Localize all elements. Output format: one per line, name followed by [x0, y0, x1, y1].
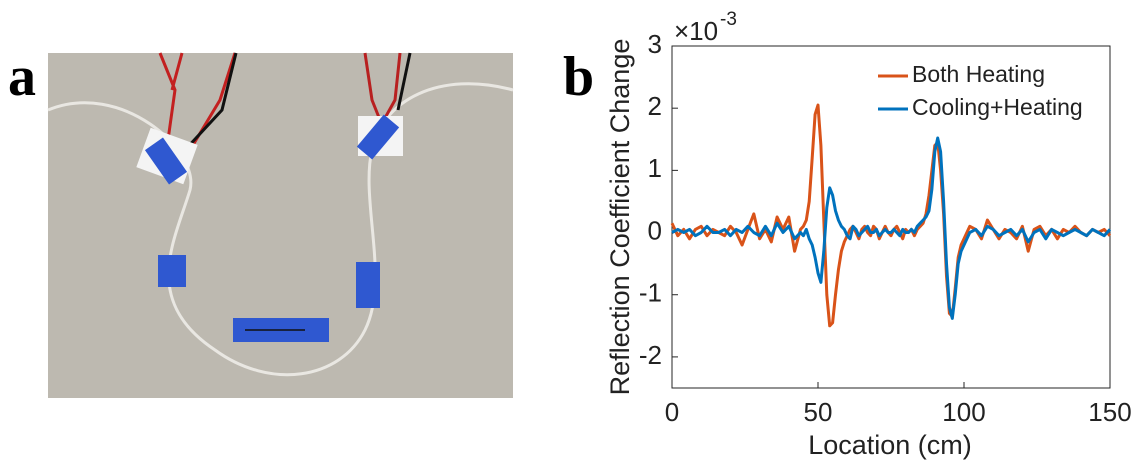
- photo: [47, 52, 514, 398]
- panel-label: b: [563, 46, 594, 108]
- x-axis-label: Location (cm): [808, 430, 972, 460]
- x-tick-label: 100: [942, 397, 985, 427]
- y-tick-label: -1: [639, 278, 662, 308]
- y-scale-exponent: -3: [720, 9, 737, 30]
- plot-area: [671, 45, 1111, 389]
- x-tick-label: 150: [1088, 397, 1131, 427]
- y-axis-label: Reflection Coefficient Change: [605, 39, 635, 396]
- series-line: [671, 136, 1112, 320]
- y-tick-label: 1: [648, 153, 662, 183]
- y-scale-label: ×10: [674, 16, 718, 46]
- panel-label: a: [8, 46, 36, 108]
- y-tick-label: 2: [648, 91, 662, 121]
- y-tick-label: -2: [639, 340, 662, 370]
- y-tick-label: 0: [648, 215, 662, 245]
- legend-label: Both Heating: [912, 61, 1045, 87]
- x-tick-label: 50: [804, 397, 833, 427]
- legend-label: Cooling+Heating: [912, 94, 1083, 120]
- x-tick-label: 0: [665, 397, 679, 427]
- y-tick-label: 3: [648, 29, 662, 59]
